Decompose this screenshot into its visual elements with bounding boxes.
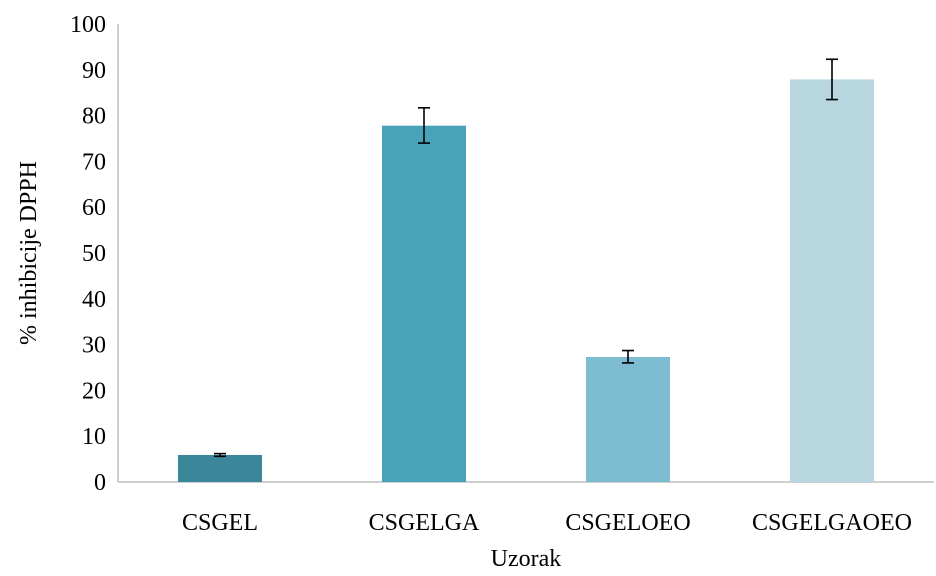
- bar: [790, 79, 874, 482]
- error-bar: [622, 349, 634, 364]
- y-tick-label: 100: [70, 12, 106, 38]
- y-axis-title: % inhibicije DPPH: [16, 161, 42, 345]
- x-category-label: CSGELGA: [369, 510, 480, 536]
- x-category-label: CSGELOEO: [565, 510, 690, 536]
- x-category-label: CSGEL: [182, 510, 258, 536]
- x-axis-title: Uzorak: [491, 546, 562, 571]
- bar: [178, 454, 262, 482]
- error-bar: [826, 58, 838, 101]
- y-tick-label: 70: [82, 149, 106, 175]
- x-category-labels: CSGEL CSGELGA CSGELOEO CSGELGAOEO: [182, 510, 912, 536]
- y-tick-label: 30: [82, 333, 106, 359]
- error-bars: [214, 58, 838, 458]
- y-tick-label: 60: [82, 195, 106, 221]
- bar: [382, 125, 466, 483]
- bar: [586, 356, 670, 482]
- bars: [178, 79, 874, 483]
- y-tick-label: 90: [82, 58, 106, 84]
- y-tick-label: 20: [82, 378, 106, 404]
- y-tick-label: 40: [82, 287, 106, 313]
- y-tick-label: 50: [82, 241, 106, 267]
- y-tick-labels: 0 10 20 30 40 50 60 70 80 90 100: [70, 12, 106, 496]
- x-category-label: CSGELGAOEO: [752, 510, 912, 536]
- y-tick-label: 80: [82, 104, 106, 130]
- error-bar: [418, 107, 430, 144]
- y-tick-label: 10: [82, 424, 106, 450]
- y-tick-label: 0: [94, 470, 106, 496]
- error-bar: [214, 452, 226, 458]
